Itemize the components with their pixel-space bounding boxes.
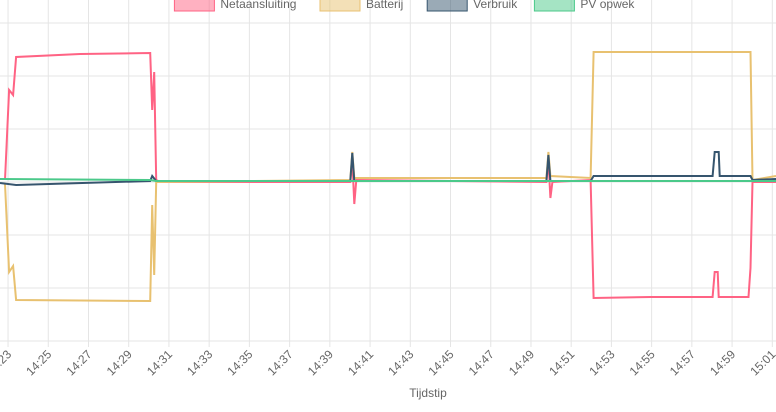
legend-swatch	[319, 0, 361, 12]
x-tick-label: 14:29	[104, 347, 135, 378]
x-tick-label: 14:25	[23, 347, 54, 378]
legend-label: PV opwek	[580, 0, 635, 11]
x-tick-label: 14:33	[184, 347, 215, 378]
x-tick-label: 14:51	[546, 347, 577, 378]
x-tick-label: 14:45	[426, 347, 457, 378]
legend-label: Batterij	[366, 0, 403, 11]
x-axis-title: Tijdstip	[409, 386, 447, 400]
legend-item: Verbruik	[426, 0, 518, 12]
legend-item: Netaansluiting	[173, 0, 296, 12]
x-tick-label: 14:31	[144, 347, 175, 378]
x-tick-label: 15:01	[747, 347, 776, 378]
series-line	[0, 151, 776, 187]
legend-label: Netaansluiting	[220, 0, 296, 11]
x-tick-label: 14:35	[224, 347, 255, 378]
legend-swatch	[173, 0, 215, 12]
legend-item: PV opwek	[533, 0, 635, 12]
x-tick-label: 14:47	[466, 347, 497, 378]
x-tick-label: 14:43	[385, 347, 416, 378]
legend-swatch	[426, 0, 468, 12]
x-tick-label: 14:55	[627, 347, 658, 378]
x-tick-label: 14:27	[63, 347, 94, 378]
series-line	[0, 178, 776, 182]
series-line	[4, 51, 776, 303]
x-tick-label: 14:53	[586, 347, 617, 378]
legend-item: Batterij	[319, 0, 403, 12]
x-tick-label: 14:41	[345, 347, 376, 378]
x-tick-label: 14:23	[0, 347, 14, 378]
x-tick-label: 14:59	[707, 347, 738, 378]
x-tick-label: 14:57	[667, 347, 698, 378]
x-tick-label: 14:49	[506, 347, 537, 378]
x-tick-label: 14:39	[305, 347, 336, 378]
legend-swatch	[533, 0, 575, 12]
legend-label: Verbruik	[473, 0, 518, 11]
x-tick-label: 14:37	[265, 347, 296, 378]
